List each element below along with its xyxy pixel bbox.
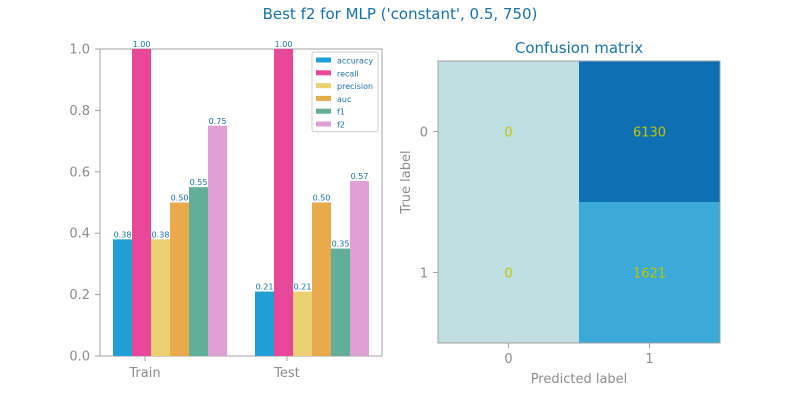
y-tick-label: 0.2 — [69, 288, 90, 303]
legend-swatch-recall — [316, 70, 331, 76]
cm-cell-1-0 — [438, 202, 579, 343]
bar-accuracy-train — [113, 239, 132, 356]
bar-auc-train — [170, 202, 189, 356]
cm-cell-0-0 — [438, 61, 579, 202]
legend-swatch-precision — [316, 83, 331, 89]
figure-title: Best f2 for MLP ('constant', 0.5, 750) — [262, 5, 538, 23]
bar-recall-train — [132, 49, 151, 356]
legend-label-f2: f2 — [337, 121, 345, 130]
y-tick-label: 0.4 — [69, 227, 90, 242]
cm-x-tick-label: 0 — [504, 352, 512, 367]
y-tick-label: 0.8 — [69, 104, 90, 119]
bar-value-label: 0.21 — [294, 283, 312, 292]
cm-x-tick-label: 1 — [645, 352, 653, 367]
confusion-matrix-title: Confusion matrix — [515, 39, 643, 57]
bar-accuracy-test — [255, 291, 274, 356]
legend-swatch-accuracy — [316, 57, 331, 63]
x-tick-label: Test — [273, 366, 300, 381]
bar-f1-test — [331, 248, 350, 356]
bar-plot-frame — [99, 48, 383, 357]
bar-value-label: 0.21 — [256, 283, 274, 292]
x-tick-label: Train — [128, 366, 160, 381]
y-tick-label: 0.0 — [69, 350, 90, 365]
legend-swatch-f2 — [316, 121, 331, 127]
cm-cell-value: 6130 — [633, 126, 666, 141]
bar-value-label: 0.38 — [152, 230, 170, 239]
bar-auc-test — [312, 202, 331, 356]
cm-y-tick-label: 0 — [420, 126, 428, 141]
cm-frame — [437, 60, 721, 344]
legend-label-precision: precision — [337, 82, 373, 91]
bar-value-label: 0.50 — [313, 194, 331, 203]
cm-cell-value: 0 — [504, 267, 512, 282]
bar-value-label: 0.38 — [114, 230, 132, 239]
legend-label-recall: recall — [337, 69, 359, 78]
cm-y-axis-label: True label — [399, 150, 414, 214]
legend-swatch-f1 — [316, 108, 331, 114]
bar-value-label: 1.00 — [133, 40, 151, 49]
bar-recall-test — [274, 49, 293, 356]
bar-precision-train — [151, 239, 170, 356]
bar-f1-train — [189, 187, 208, 356]
legend-label-f1: f1 — [337, 108, 345, 117]
bar-value-label: 0.35 — [332, 240, 350, 249]
cm-cell-value: 1621 — [633, 267, 666, 282]
cm-x-axis-label: Predicted label — [531, 372, 628, 387]
bar-f2-train — [208, 125, 227, 356]
bar-precision-test — [293, 291, 312, 356]
cm-y-tick-label: 1 — [420, 267, 428, 282]
bar-value-label: 1.00 — [275, 40, 293, 49]
bar-f2-test — [350, 181, 369, 356]
legend-swatch-auc — [316, 95, 331, 101]
y-tick-label: 1.0 — [69, 43, 90, 58]
legend-label-accuracy: accuracy — [337, 57, 373, 66]
cm-cell-0-1 — [579, 61, 720, 202]
bar-value-label: 0.57 — [351, 172, 369, 181]
y-tick-label: 0.6 — [69, 165, 90, 180]
bar-value-label: 0.75 — [209, 117, 227, 126]
legend-label-auc: auc — [337, 95, 351, 104]
bar-value-label: 0.55 — [190, 178, 208, 187]
bar-value-label: 0.50 — [171, 194, 189, 203]
cm-cell-value: 0 — [504, 126, 512, 141]
cm-cell-1-1 — [579, 202, 720, 343]
